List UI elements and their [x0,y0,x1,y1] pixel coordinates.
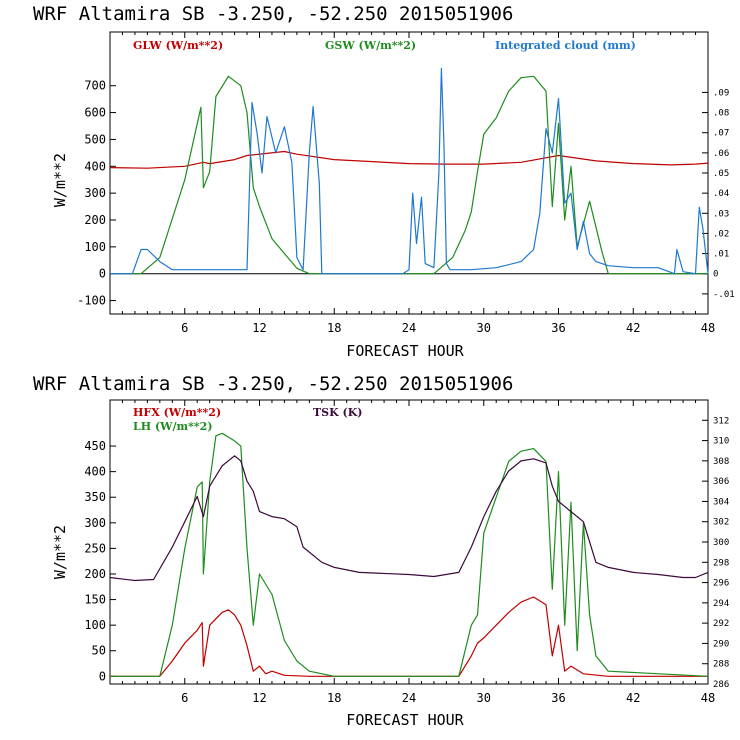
panel1-legend-glw: GLW (W/m**2) [133,39,223,52]
panel2-legend-hfx: HFX (W/m**2) [133,406,221,419]
panel2-xtick-label: 18 [327,691,341,705]
panel1-ytick-label: 200 [84,213,106,227]
panel2-xtick-label: 30 [477,691,491,705]
panel1-x-axis: 6 12 18 24 30 36 42 48 [109,32,715,335]
panel2-y2tick-label: 304 [713,497,729,507]
panel2-ytick-label: 150 [84,593,106,607]
panel2-y-axis: 0 50 100 150 200 250 300 350 400 450 [84,439,116,683]
panel2-xtick-label: 6 [181,691,188,705]
panel1-ytick-label: 0 [99,267,106,281]
panel1-xtick-label: 42 [626,321,640,335]
panel2-y2tick-label: 290 [713,639,729,649]
panel1-legend-cloud: Integrated cloud (mm) [495,39,636,52]
panel2-x-axis: 6 12 18 24 30 36 42 48 [109,400,715,705]
panel1-legend-gsw: GSW (W/m**2) [325,39,416,52]
panel2-y2tick-label: 288 [713,660,729,670]
panel2-ylabel: W/m**2 [51,525,69,579]
panel1-y2tick-label: .04 [713,189,729,199]
panel2-ytick-label: 0 [99,669,106,683]
panel1-y2-axis: -.01 0 .01 .02 .03 .04 .05 .06 .07 .08 .09 [702,88,735,300]
panel1-xlabel: FORECAST HOUR [346,342,464,360]
panel2-xtick-label: 36 [551,691,565,705]
panel1-y2tick-label: .06 [713,149,729,159]
panel2-series-line [109,455,709,582]
panel1-xtick-label: 30 [477,321,491,335]
panel2-y2tick-label: 308 [713,457,729,467]
panel1-ylabel: W/m**2 [51,153,69,207]
panel1-xtick-label: 6 [181,321,188,335]
panel1-ytick-label: 100 [84,240,106,254]
panel2-y2tick-label: 300 [713,538,729,548]
panel1-series-line [110,67,709,275]
panel2-ytick-label: 300 [84,516,106,530]
panel2-legend-lh: LH (W/m**2) [133,420,213,433]
panel2-y2tick-label: 310 [713,437,729,447]
panel2-xtick-label: 48 [701,691,715,705]
panel1-y-axis: -100 0 100 200 300 400 500 600 700 [77,79,116,308]
panel2-ytick-label: 50 [92,644,106,658]
panel2-y2tick-label: 298 [713,558,729,568]
panel1-title: WRF Altamira SB -3.250, -52.250 20150519… [33,3,513,25]
panel1-series-line [109,150,709,169]
panel2-xtick-label: 42 [626,691,640,705]
panel2-y2tick-label: 302 [713,518,729,528]
panel2-frame [109,399,709,685]
panel1-y2tick-label: 0 [713,270,718,280]
panel1-y2tick-label: .01 [713,250,729,260]
panel2-y2tick-label: 294 [713,599,729,609]
panel2-series-line [110,432,709,677]
panel1-ytick-label: 600 [84,106,106,120]
panel2-ytick-label: 400 [84,465,106,479]
panel1-xtick-label: 18 [327,321,341,335]
panel1-series-line [110,75,708,275]
panel1-y2tick-label: .02 [713,229,729,239]
panel1-ytick-label: 400 [84,159,106,173]
panel1-y2tick-label: .05 [713,169,729,179]
panel1-frame [109,31,709,315]
panel2-series [109,432,709,677]
panel1-y2tick-label: .08 [713,109,729,119]
panel2-y2-axis: 286 288 290 292 294 296 298 300 302 304 306 308 310 3… [702,416,729,690]
panel1-y2tick-label: .09 [713,88,729,98]
panel2-ytick-label: 250 [84,541,106,555]
panel2-ytick-label: 100 [84,618,106,632]
panel2-y2tick-label: 306 [713,477,729,487]
panel1-series [109,67,709,275]
panel2-legend-tsk: TSK (K) [313,406,363,419]
panel2-xtick-label: 24 [402,691,416,705]
panel2-y2tick-label: 296 [713,579,729,589]
panel2-ytick-label: 350 [84,490,106,504]
panel1-ytick-label: 500 [84,132,106,146]
panel1-xtick-label: 48 [701,321,715,335]
panel1-xtick-label: 36 [551,321,565,335]
panel2-y2tick-label: 292 [713,619,729,629]
panel1-ytick-label: 700 [84,79,106,93]
panel2-xtick-label: 12 [252,691,266,705]
panel1-ytick-label: 300 [84,186,106,200]
panel2-ytick-label: 450 [84,439,106,453]
panel2-ytick-label: 200 [84,567,106,581]
panel2-y2tick-label: 312 [713,416,729,426]
panel1-xtick-label: 12 [252,321,266,335]
panel2-title: WRF Altamira SB -3.250, -52.250 20150519… [33,373,513,395]
panel2-xlabel: FORECAST HOUR [346,711,464,729]
panel2-y2tick-label: 286 [713,680,729,690]
panel1-y2tick-label: .07 [713,129,729,139]
panel1-y2tick-label: -.01 [713,290,735,300]
panel2-series-line [110,596,708,677]
panel1-xtick-label: 24 [402,321,416,335]
panel1-y2tick-label: .03 [713,209,729,219]
panel1-ytick-label: -100 [77,294,106,308]
